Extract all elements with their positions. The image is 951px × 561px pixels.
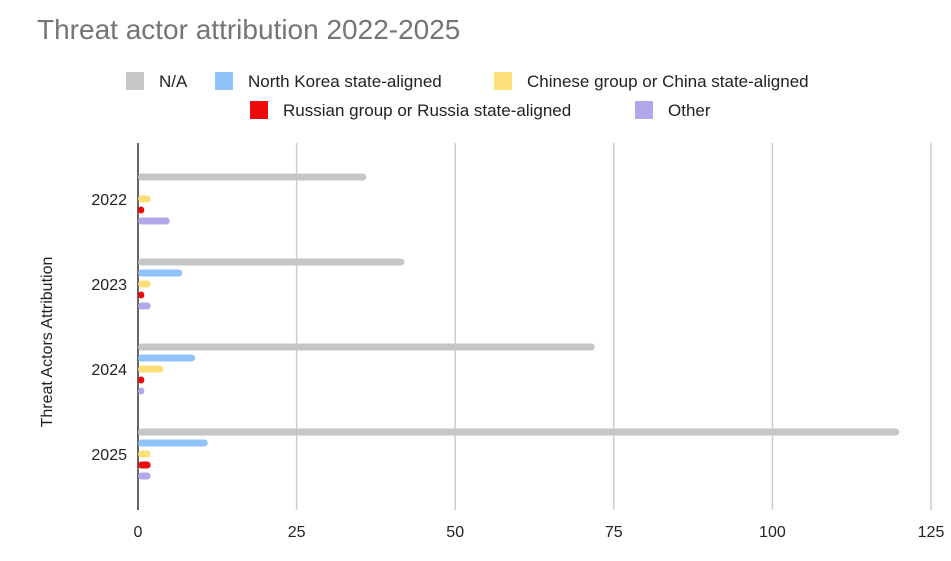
bar-2022-4: [138, 217, 170, 225]
bar-2023-2: [138, 280, 151, 288]
bar-2024-4: [138, 387, 145, 395]
legend-label: Chinese group or China state-aligned: [527, 72, 809, 91]
legend-swatch: [215, 72, 233, 90]
bar-2025-3: [138, 461, 151, 469]
x-tick-label: 100: [759, 524, 786, 541]
bar-2022-0: [138, 173, 367, 181]
y-axis-label: Threat Actors Attribution: [39, 257, 56, 428]
bar-2025-2: [138, 450, 151, 458]
legend-swatch: [494, 72, 512, 90]
bar-2025-1: [138, 439, 208, 447]
bar-2022-2: [138, 195, 151, 203]
y-tick-label: 2022: [91, 192, 127, 209]
chart-title: Threat actor attribution 2022-2025: [37, 14, 461, 45]
x-tick-label: 125: [918, 524, 945, 541]
y-tick-label: 2025: [91, 447, 127, 464]
legend-label: Other: [668, 101, 711, 120]
legend-label: North Korea state-aligned: [248, 72, 442, 91]
legend-swatch: [126, 72, 144, 90]
bar-2025-4: [138, 472, 151, 480]
bar-2024-1: [138, 354, 196, 362]
x-tick-label: 0: [134, 524, 143, 541]
bar-2023-1: [138, 269, 183, 277]
x-tick-label: 50: [446, 524, 464, 541]
bar-2024-0: [138, 343, 595, 351]
bar-2023-0: [138, 258, 405, 266]
x-tick-label: 25: [288, 524, 306, 541]
bar-2022-3: [138, 206, 145, 214]
legend-swatch: [250, 101, 268, 119]
y-tick-label: 2023: [91, 277, 127, 294]
bar-2024-3: [138, 376, 145, 384]
bar-2024-2: [138, 365, 164, 373]
legend-swatch: [635, 101, 653, 119]
legend-label: N/A: [159, 72, 188, 91]
bar-2023-4: [138, 302, 151, 310]
x-tick-label: 75: [605, 524, 623, 541]
bar-2023-3: [138, 291, 145, 299]
bar-2025-0: [138, 428, 900, 436]
y-tick-label: 2024: [91, 362, 127, 379]
legend-label: Russian group or Russia state-aligned: [283, 101, 571, 120]
